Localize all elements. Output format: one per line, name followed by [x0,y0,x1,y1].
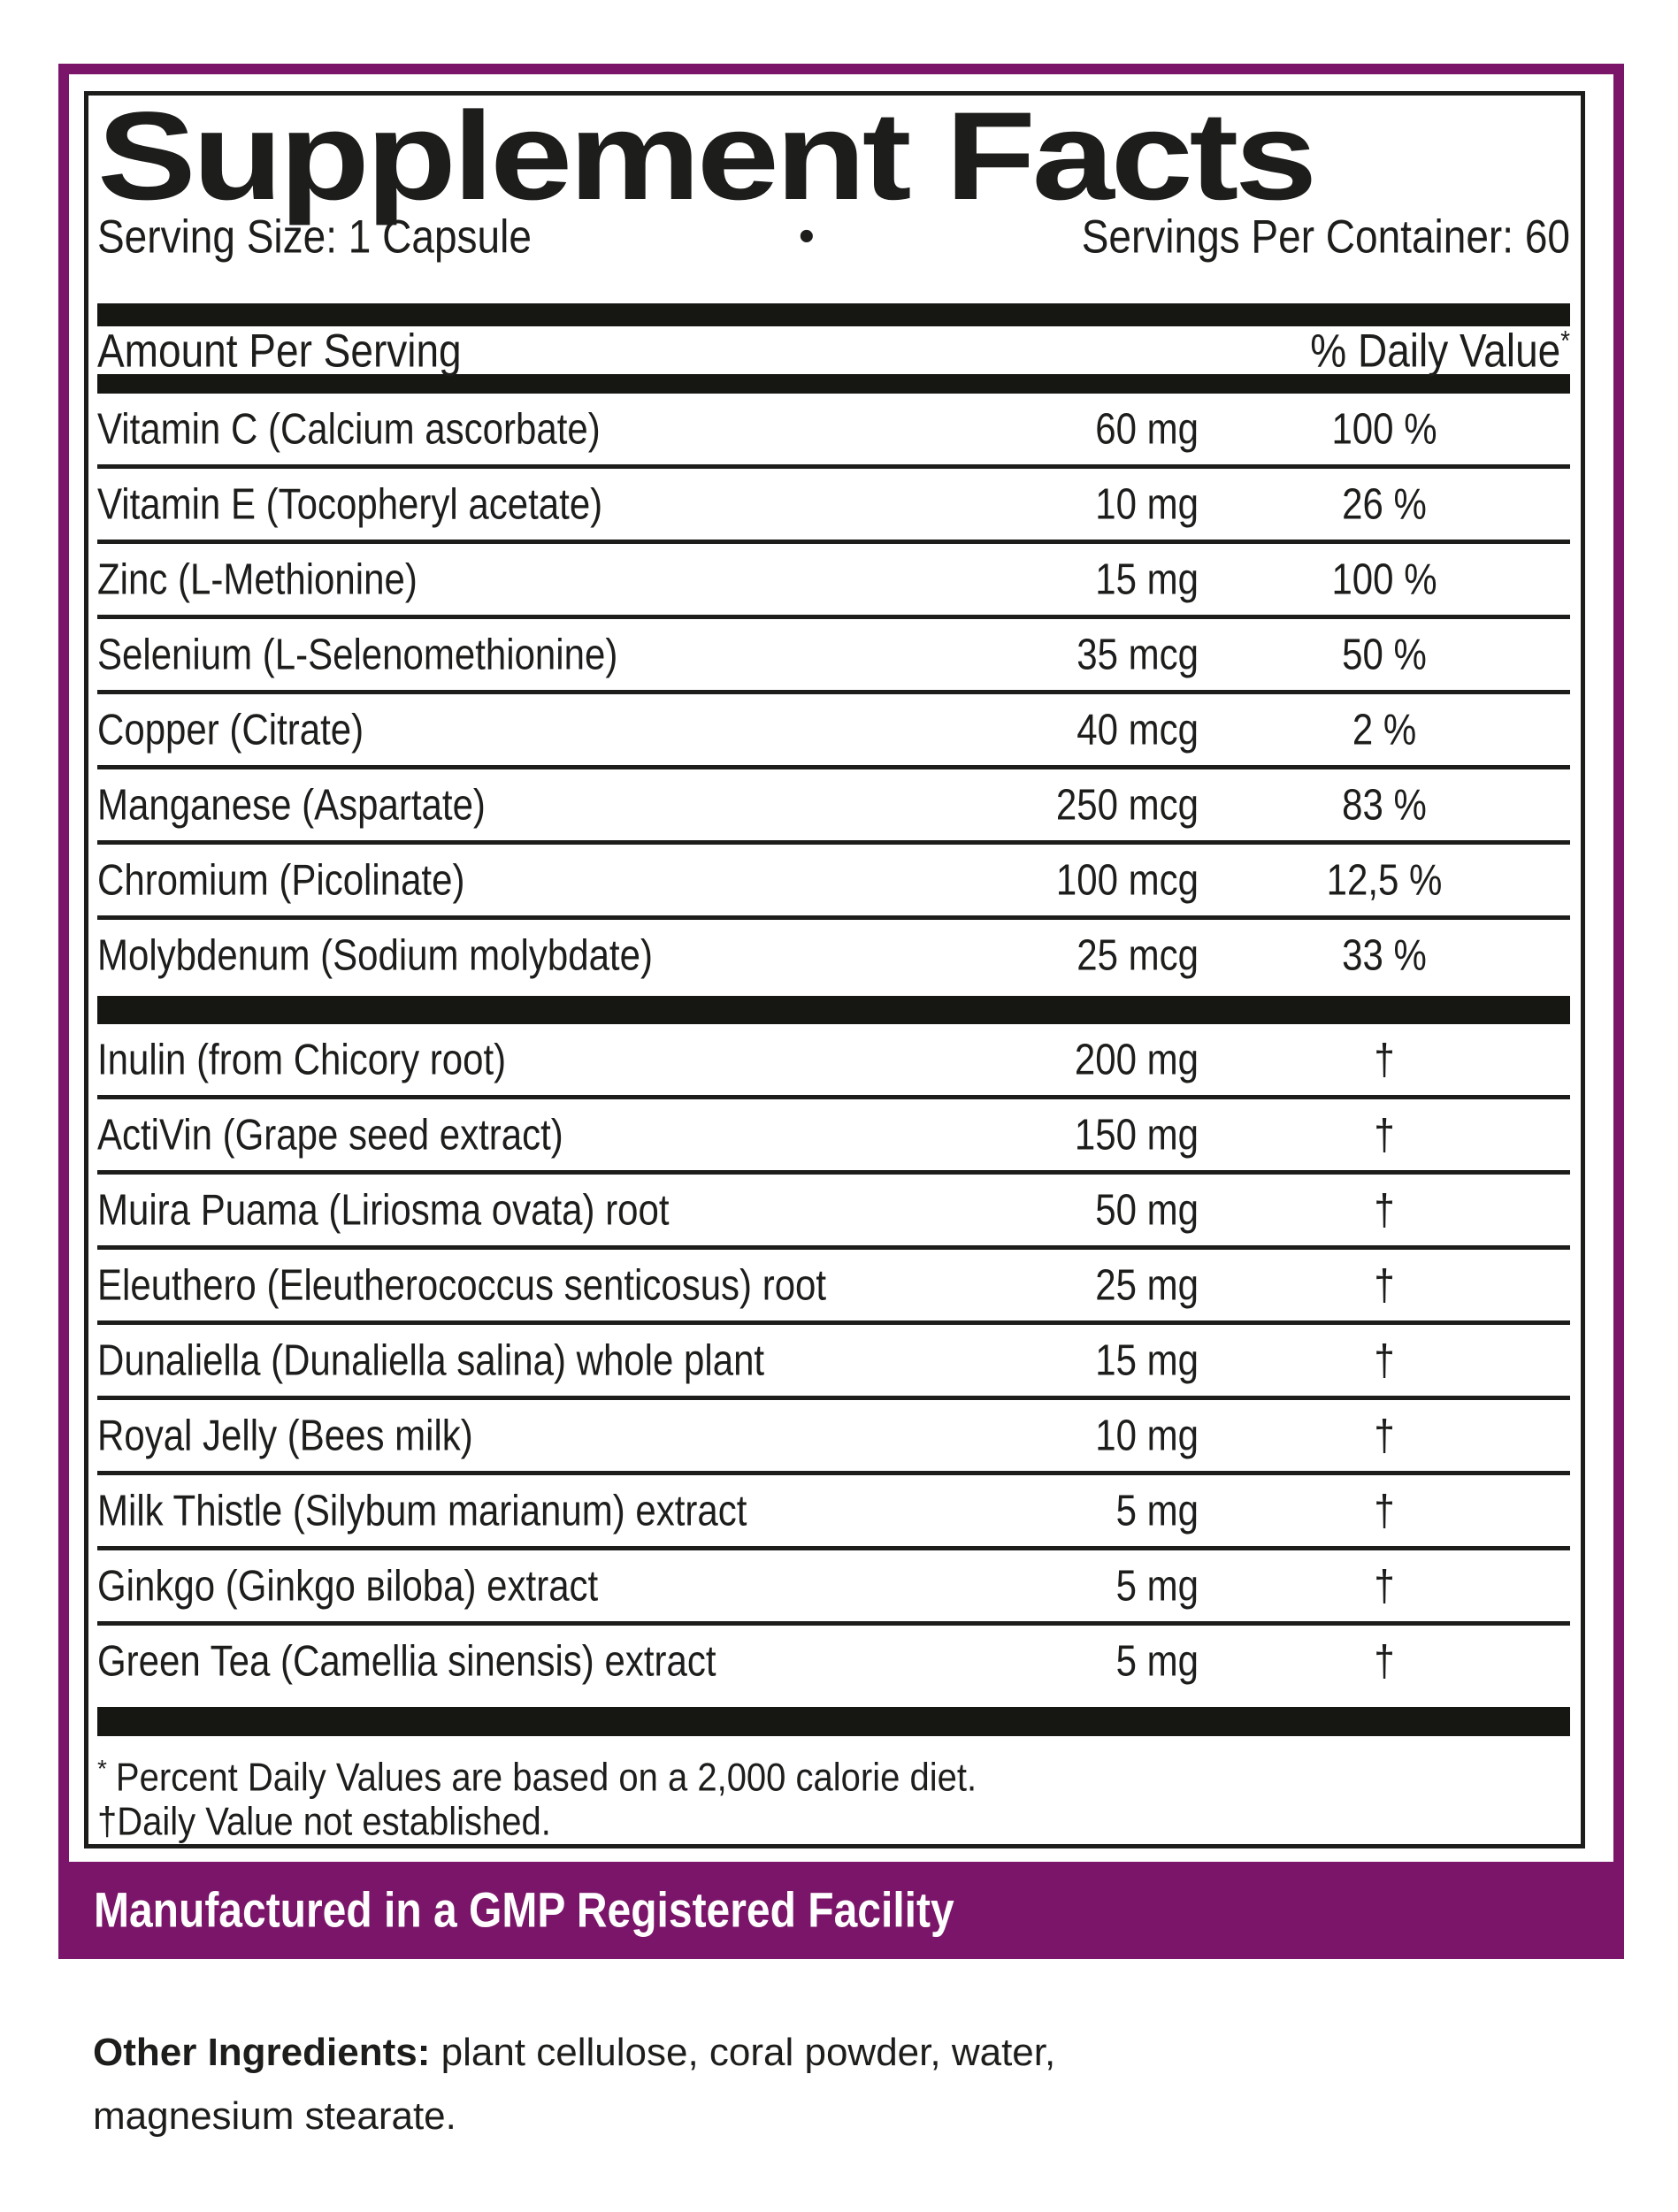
footnote-dagger-text: †Daily Value not established. [97,1800,551,1844]
ingredient-row: Manganese (Aspartate) 250 mcg 83 % [97,769,1570,846]
daily-value-header-text: % Daily Value [1310,324,1561,377]
ingredient-daily-value: 100 % [1331,404,1437,454]
ingredient-amount: 35 mcg [1077,630,1199,679]
ingredient-name: Molybdenum (Sodium molybdate) [97,930,653,980]
ingredient-amount: 10 mg [1095,479,1199,529]
ingredient-row: Green Tea (Camellia sinensis) extract 5 … [97,1626,1570,1696]
dagger-icon: † [1374,1184,1395,1235]
ingredient-name: Vitamin E (Tocopheryl acetate) [97,479,603,529]
other-ingredients-text: plant cellulose, coral powder, water, ma… [93,2031,1056,2138]
divider-bar [97,996,1570,1024]
ingredient-row: Inulin (from Chicory root) 200 mg † [97,1024,1570,1099]
divider-bar [97,1706,1570,1736]
dagger-icon: † [1374,1335,1395,1385]
ingredient-row: Muira Puama (Liriosma ovata) root 50 mg … [97,1175,1570,1250]
divider-bar [97,303,1570,326]
dagger-icon: † [1374,1485,1395,1535]
ingredient-row: Molybdenum (Sodium molybdate) 25 mcg 33 … [97,920,1570,991]
ingredient-amount: 60 mg [1095,404,1199,454]
ingredient-amount: 250 mcg [1055,780,1199,830]
supplement-facts-panel: Supplement Facts Serving Size: 1 Capsule… [84,87,1585,1848]
gmp-banner: Manufactured in a GMP Registered Facilit… [58,1862,1624,1959]
ingredient-daily-value: 12,5 % [1326,855,1443,905]
dagger-icon: † [1374,1109,1395,1160]
ingredient-name: Inulin (from Chicory root) [97,1034,507,1084]
ingredient-amount: 10 mg [1095,1410,1199,1460]
ingredient-name: Manganese (Aspartate) [97,780,486,830]
ingredient-name: Muira Puama (Liriosma ovata) root [97,1184,670,1235]
ingredient-amount: 25 mcg [1077,930,1199,980]
divider-bar [97,373,1570,394]
vitamins-minerals-table: Vitamin C (Calcium ascorbate) 60 mg 100 … [97,394,1570,991]
dagger-icon: † [1374,1410,1395,1460]
ingredient-row: Ginkgo (Ginkgo вiloba) extract 5 mg † [97,1550,1570,1626]
ingredient-name: Ginkgo (Ginkgo вiloba) extract [97,1560,599,1611]
ingredient-daily-value: 50 % [1342,630,1427,679]
ingredient-name: ActiVin (Grape seed extract) [97,1109,563,1160]
serving-line: Serving Size: 1 Capsule • Servings Per C… [97,210,1570,263]
ingredient-name: Dunaliella (Dunaliella salina) whole pla… [97,1335,765,1385]
ingredient-row: Copper (Citrate) 40 mcg 2 % [97,694,1570,770]
botanicals-table: Inulin (from Chicory root) 200 mg † Acti… [97,1024,1570,1696]
ingredient-row: Eleuthero (Eleutherococcus senticosus) r… [97,1250,1570,1325]
ingredient-amount: 15 mg [1095,1335,1199,1385]
ingredient-amount: 5 mg [1115,1485,1199,1535]
column-header-row: Amount Per Serving % Daily Value* [97,324,1570,377]
ingredient-row: Royal Jelly (Bees milk) 10 mg † [97,1400,1570,1475]
ingredient-row: Chromium (Picolinate) 100 mcg 12,5 % [97,845,1570,921]
dagger-icon: † [1374,1635,1395,1686]
amount-per-serving-header: Amount Per Serving [97,324,462,377]
ingredient-row: Vitamin E (Tocopheryl acetate) 10 mg 26 … [97,469,1570,545]
ingredient-row: Zinc (L-Methionine) 15 mg 100 % [97,544,1570,620]
page-title-text: Supplement Facts [97,86,1317,227]
ingredient-amount: 40 mcg [1077,705,1199,754]
ingredient-amount: 15 mg [1095,555,1199,604]
ingredient-name: Copper (Citrate) [97,705,364,754]
footnotes: * Percent Daily Values are based on a 2,0… [97,1736,1570,1844]
ingredient-amount: 5 mg [1115,1560,1199,1611]
servings-per-container-label: Servings Per Container: 60 [1081,210,1570,263]
footnote-asterisk: * Percent Daily Values are based on a 2,0… [97,1747,1570,1800]
ingredient-amount: 25 mg [1095,1259,1199,1310]
serving-size-label: Serving Size: 1 Capsule [97,210,532,263]
ingredient-daily-value: 2 % [1352,705,1417,754]
ingredient-amount: 150 mg [1074,1109,1199,1160]
ingredient-name: Royal Jelly (Bees milk) [97,1410,473,1460]
ingredient-row: Dunaliella (Dunaliella salina) whole pla… [97,1325,1570,1400]
ingredient-amount: 100 mcg [1055,855,1199,905]
ingredient-name: Milk Thistle (Silybum marianum) extract [97,1485,747,1535]
ingredient-daily-value: 83 % [1342,780,1427,830]
dagger-icon: † [1374,1560,1395,1611]
ingredient-daily-value: 33 % [1342,930,1427,980]
daily-value-header: % Daily Value* [1310,323,1570,378]
ingredient-name: Green Tea (Camellia sinensis) extract [97,1635,716,1686]
ingredient-amount: 5 mg [1115,1635,1199,1686]
ingredient-name: Vitamin C (Calcium ascorbate) [97,404,601,454]
ingredient-row: Milk Thistle (Silybum marianum) extract … [97,1475,1570,1550]
ingredient-row: Vitamin C (Calcium ascorbate) 60 mg 100 … [97,394,1570,470]
page-title: Supplement Facts [97,87,1570,226]
ingredient-amount: 200 mg [1074,1034,1199,1084]
gmp-banner-text: Manufactured in a GMP Registered Facilit… [94,1883,954,1938]
ingredient-name: Zinc (L-Methionine) [97,555,418,604]
ingredient-row: Selenium (L-Selenomethionine) 35 mcg 50 … [97,619,1570,695]
ingredient-amount: 50 mg [1095,1184,1199,1235]
ingredient-row: ActiVin (Grape seed extract) 150 mg † [97,1099,1570,1175]
ingredient-name: Chromium (Picolinate) [97,855,465,905]
asterisk-icon: * [97,1754,107,1782]
other-ingredients-label: Other Ingredients: [93,2031,431,2074]
ingredient-daily-value: 100 % [1331,555,1437,604]
footnote-dagger: †Daily Value not established. [97,1800,1570,1844]
ingredient-name: Eleuthero (Eleutherococcus senticosus) r… [97,1259,827,1310]
dagger-icon: † [1374,1034,1395,1084]
other-ingredients: Other Ingredients: plant cellulose, cora… [93,2021,1260,2148]
dagger-icon: † [1374,1259,1395,1310]
daily-value-asterisk: * [1560,324,1570,356]
ingredient-name: Selenium (L-Selenomethionine) [97,630,618,679]
ingredient-daily-value: 26 % [1342,479,1427,529]
footnote-asterisk-text: Percent Daily Values are based on a 2,00… [115,1756,977,1800]
dot-separator-icon: • [798,210,815,262]
